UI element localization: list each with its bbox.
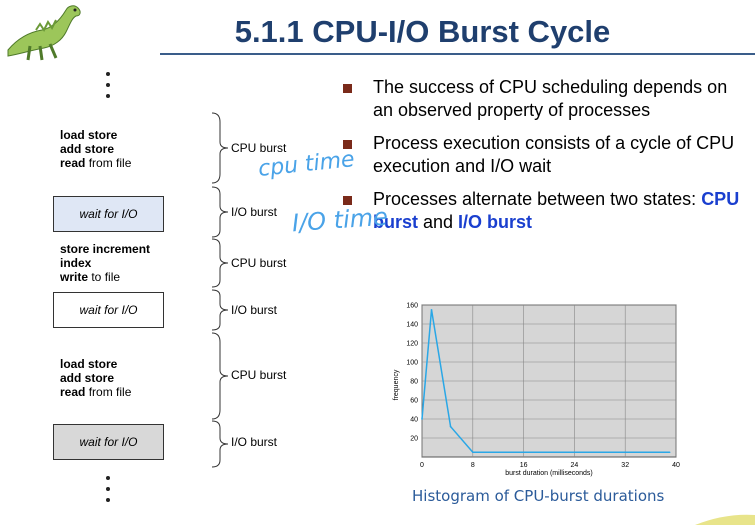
- brace-io-burst-1-icon: [211, 186, 229, 238]
- bullet-item: The success of CPU scheduling depends on…: [340, 76, 750, 122]
- x-tick-label-1: 8: [471, 462, 475, 469]
- chart-grid: [421, 304, 677, 457]
- code-block-2: store increment index write to file: [60, 242, 151, 284]
- data-point-0: [421, 418, 423, 420]
- wait-box-1: wait for I/O: [53, 196, 164, 232]
- y-tick-label-3: 80: [410, 379, 418, 386]
- burst-label-cpu-1: CPU burst: [231, 141, 287, 155]
- y-tick-label-5: 120: [406, 341, 418, 348]
- brace-cpu-burst-2-icon: [211, 238, 229, 288]
- chart-y-axis-label: frequency: [393, 369, 400, 400]
- brace-cpu-burst-1-icon: [211, 112, 229, 184]
- ellipsis-bottom-icon: [103, 476, 113, 509]
- data-point-4: [497, 451, 499, 454]
- slide-title: 5.1.1 CPU-I/O Burst Cycle: [234, 14, 611, 49]
- x-tick-label-0: 0: [420, 462, 424, 469]
- data-point-11: [668, 451, 671, 454]
- y-tick-label-7: 160: [406, 303, 418, 310]
- x-tick-label-2: 16: [520, 462, 528, 469]
- chart-points: [421, 308, 671, 454]
- chart-series-line: [421, 309, 670, 453]
- y-tick-label-2: 60: [410, 398, 418, 405]
- corner-swoosh-icon: [695, 514, 755, 525]
- burst-label-io-1: I/O burst: [231, 205, 278, 219]
- chart-caption: Histogram of CPU-burst durations: [412, 487, 665, 505]
- x-tick-label-4: 32: [621, 462, 629, 469]
- burst-label-cpu-3: CPU burst: [231, 368, 287, 382]
- title-underline: [160, 53, 755, 55]
- y-tick-label-6: 140: [406, 322, 418, 329]
- data-point-2: [449, 425, 452, 428]
- brace-cpu-burst-3-icon: [211, 332, 229, 420]
- brace-io-burst-2-icon: [211, 289, 229, 331]
- wait-box-3: wait for I/O: [53, 424, 164, 460]
- data-point-1: [430, 308, 433, 311]
- y-tick-label-1: 40: [410, 417, 418, 424]
- data-point-10: [649, 451, 652, 454]
- data-point-8: [599, 451, 601, 454]
- x-tick-label-5: 40: [672, 462, 680, 469]
- data-point-7: [573, 451, 576, 454]
- x-tick-label-3: 24: [571, 462, 579, 469]
- data-point-5: [522, 451, 525, 454]
- dinosaur-logo-icon: [7, 5, 81, 61]
- y-tick-label-0: 20: [410, 436, 418, 443]
- burst-label-io-2: I/O burst: [231, 303, 278, 317]
- chart-x-ticks: 0 8 16 24 32 40: [420, 462, 680, 469]
- bullet-square-icon: [343, 84, 352, 93]
- chart-y-ticks: 20 40 60 80 100 120 140 160: [406, 303, 418, 443]
- y-tick-label-4: 100: [406, 360, 418, 367]
- bullet-square-icon: [343, 196, 352, 205]
- histogram-chart: 20 40 60 80 100 120 140 160 0 8 16 24 32 40 frequenc…: [393, 303, 680, 478]
- wait-box-2: wait for I/O: [53, 292, 164, 328]
- data-point-6: [548, 451, 550, 454]
- code-block-1: load store add store read from file: [60, 128, 132, 170]
- data-point-9: [624, 451, 626, 454]
- bullet-list: The success of CPU scheduling depends on…: [340, 76, 750, 244]
- burst-label-io-3: I/O burst: [231, 435, 278, 449]
- data-point-3: [472, 451, 474, 454]
- chart-x-axis-label: burst duration (milliseconds): [505, 470, 593, 477]
- ellipsis-top-icon: [103, 72, 113, 105]
- burst-label-cpu-2: CPU burst: [231, 256, 287, 270]
- bullet-item: Processes alternate between two states: …: [340, 188, 750, 234]
- code-block-3: load store add store read from file: [60, 357, 132, 399]
- bullet-item: Process execution consists of a cycle of…: [340, 132, 750, 178]
- bullet-square-icon: [343, 140, 352, 149]
- brace-io-burst-3-icon: [211, 420, 229, 468]
